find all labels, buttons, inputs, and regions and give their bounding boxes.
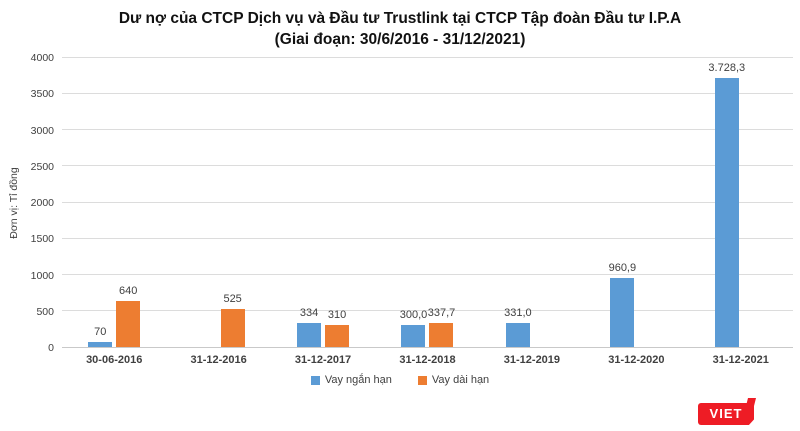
bar-group: 331,0 31-12-2019 xyxy=(480,58,584,366)
bar xyxy=(610,277,635,347)
chart-subtitle: (Giai đoạn: 30/6/2016 - 31/12/2021) xyxy=(274,31,526,48)
y-axis-tick: 0 xyxy=(48,342,54,354)
category-label: 31-12-2017 xyxy=(294,354,352,366)
bar-slot xyxy=(534,58,558,347)
bars-row: 331,0 xyxy=(480,58,584,347)
value-label: 960,9 xyxy=(608,261,637,274)
gridline xyxy=(62,273,793,275)
bar xyxy=(714,77,739,347)
bars-row: 960,9 xyxy=(584,58,688,347)
legend-item: Vay ngắn hạn xyxy=(310,374,392,386)
legend-label: Vay dài hạn xyxy=(431,374,490,386)
bar-slot: 300,0 xyxy=(399,58,428,347)
gridline xyxy=(62,201,793,203)
y-axis-tick: 1500 xyxy=(30,233,54,246)
brand-logo-corner-cut xyxy=(748,414,759,426)
bar xyxy=(297,322,322,347)
bar-slot: 3.728,3 xyxy=(708,58,745,347)
bar xyxy=(116,300,141,347)
bar-slot: 960,9 xyxy=(608,58,637,347)
brand-logo: VIET xyxy=(698,398,759,426)
bars-row: 525 xyxy=(166,58,270,347)
bar-slot: 331,0 xyxy=(504,58,532,347)
gridline xyxy=(62,57,793,58)
y-axis-tick: 500 xyxy=(36,305,54,318)
bar-slot: 334 xyxy=(297,58,322,347)
y-axis-tick: 2500 xyxy=(30,160,54,173)
gridline xyxy=(62,165,793,167)
bar-slot: 525 xyxy=(220,58,245,347)
bar xyxy=(325,324,350,347)
bar xyxy=(88,341,113,347)
bar-group: 70 640 30-06-2016 xyxy=(62,58,166,366)
y-axis-tick: 3000 xyxy=(30,124,54,137)
value-label: 3.728,3 xyxy=(708,61,746,74)
legend-swatch-icon xyxy=(417,375,427,385)
bar xyxy=(401,325,426,347)
category-label: 31-12-2020 xyxy=(608,354,665,366)
bar-slot xyxy=(638,58,662,347)
gridline xyxy=(62,93,793,95)
bar-slot: 337,7 xyxy=(427,58,456,347)
brand-logo-text: VIET xyxy=(709,405,743,421)
bars-row: 300,0 337,7 xyxy=(375,58,479,347)
bar xyxy=(429,322,454,347)
value-label: 70 xyxy=(94,325,107,338)
y-axis-tick: 3500 xyxy=(30,88,54,101)
bar-group: 960,9 31-12-2020 xyxy=(584,58,688,366)
value-label: 525 xyxy=(223,293,242,306)
bars-row: 334 310 xyxy=(271,58,375,347)
legend-item: Vay dài hạn xyxy=(417,374,490,386)
category-label: 30-06-2016 xyxy=(86,354,143,366)
value-label: 640 xyxy=(119,284,138,297)
category-label: 31-12-2019 xyxy=(503,354,561,366)
legend-label: Vay ngắn hạn xyxy=(324,374,392,386)
bar-slot: 70 xyxy=(88,58,113,347)
plot-area: 70 640 30-06-2016 525 31-12-2016 334 310 31-12-… xyxy=(62,57,793,366)
y-axis: 0 500 1000 1500 2000 2500 3000 3500 4000 xyxy=(0,52,54,354)
y-axis-tick: 1000 xyxy=(30,269,54,282)
value-label: 337,7 xyxy=(427,306,456,319)
gridline xyxy=(62,129,793,131)
y-axis-tick: 2000 xyxy=(30,197,54,209)
value-label: 334 xyxy=(299,306,319,319)
bar xyxy=(505,323,530,347)
bar-slot: 640 xyxy=(116,58,141,347)
chart-title: Dư nợ của CTCP Dịch vụ và Đầu tư Trustli… xyxy=(118,10,682,27)
bar-slot xyxy=(193,58,217,347)
category-label: 31-12-2018 xyxy=(399,354,456,366)
legend: Vay ngắn hạn Vay dài hạn xyxy=(0,374,800,386)
gridline xyxy=(62,237,793,239)
value-label: 300,0 xyxy=(399,309,428,322)
y-axis-tick: 4000 xyxy=(30,52,54,64)
bar xyxy=(220,309,245,347)
legend-swatch-icon xyxy=(310,375,320,385)
bars-row: 3.728,3 xyxy=(689,58,793,347)
bar-group: 334 310 31-12-2017 xyxy=(271,58,375,366)
value-label: 331,0 xyxy=(504,307,532,320)
category-label: 31-12-2016 xyxy=(190,354,247,366)
bar-group: 300,0 337,7 31-12-2018 xyxy=(375,58,479,366)
chart-header: Dư nợ của CTCP Dịch vụ và Đầu tư Trustli… xyxy=(0,8,800,50)
bar-group: 525 31-12-2016 xyxy=(166,58,270,366)
bar-slot xyxy=(743,58,767,347)
brand-logo-body: VIET xyxy=(698,403,754,425)
value-label: 310 xyxy=(327,308,347,321)
bar-group: 3.728,3 31-12-2021 xyxy=(689,58,793,366)
category-label: 31-12-2021 xyxy=(712,354,769,366)
bar-slot: 310 xyxy=(325,58,350,347)
bars-row: 70 640 xyxy=(62,58,166,347)
gridline xyxy=(62,309,793,311)
